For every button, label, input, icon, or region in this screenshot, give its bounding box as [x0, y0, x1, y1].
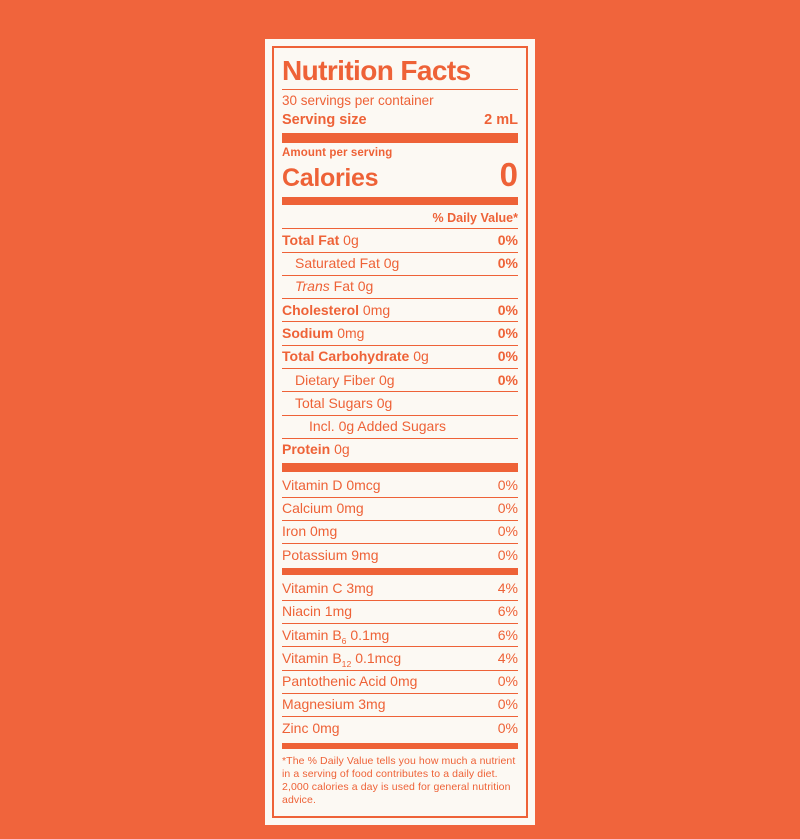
- daily-value-percent: 0%: [497, 231, 518, 248]
- daily-value-percent: 0%: [497, 673, 518, 690]
- nutrition-facts-label: Nutrition Facts 30 servings per containe…: [265, 39, 535, 825]
- daily-value-percent: 0%: [497, 523, 518, 540]
- nutrient-row: Vitamin C 3mg 4%: [282, 577, 518, 599]
- daily-value-percent: 0%: [497, 371, 518, 388]
- nutrient-row: Total Sugars 0g: [282, 391, 518, 414]
- nutrient-row: Cholesterol 0mg 0%: [282, 298, 518, 321]
- serving-size-label: Serving size: [282, 112, 367, 129]
- nutrient-name: Vitamin D 0mcg: [282, 476, 381, 493]
- divider-bar: [282, 197, 518, 206]
- calories-row: Calories 0: [282, 156, 518, 194]
- nutrient-name: Vitamin B6 0.1mg: [282, 626, 390, 646]
- daily-value-percent: 0%: [497, 476, 518, 493]
- nutrient-name: Calcium 0mg: [282, 500, 364, 517]
- nutrient-row: Incl. 0g Added Sugars: [282, 414, 518, 438]
- label-inner-border: Nutrition Facts 30 servings per containe…: [272, 46, 528, 818]
- nutrient-row: Iron 0mg 0%: [282, 519, 518, 543]
- nutrient-row: Trans Fat 0g: [282, 274, 518, 298]
- nutrient-name: Vitamin C 3mg: [282, 579, 374, 596]
- serving-size-row: Serving size 2 mL: [282, 112, 518, 128]
- serving-size-value: 2 mL: [484, 112, 518, 129]
- daily-value-percent: 0%: [497, 324, 518, 341]
- nutrient-row: Sodium 0mg 0%: [282, 321, 518, 344]
- servings-per-container: 30 servings per container: [282, 93, 434, 109]
- nutrient-row: Pantothenic Acid 0mg 0%: [282, 669, 518, 693]
- divider-bar: [282, 742, 518, 749]
- nutrient-row: Total Fat 0g 0%: [282, 229, 518, 251]
- nutrient-row: Vitamin D 0mcg 0%: [282, 474, 518, 496]
- daily-value-percent: 0%: [497, 719, 518, 736]
- nutrient-name: Cholesterol 0mg: [282, 301, 391, 318]
- nutrient-name: Sodium 0mg: [282, 324, 365, 341]
- nutrient-name: Niacin 1mg: [282, 603, 353, 620]
- divider-bar: [282, 568, 518, 576]
- label-title: Nutrition Facts: [282, 55, 471, 86]
- nutrient-name: Iron 0mg: [282, 523, 338, 540]
- nutrient-row: Saturated Fat 0g 0%: [282, 251, 518, 275]
- nutrient-name: Vitamin B12 0.1mcg: [282, 649, 402, 669]
- nutrient-row: Vitamin B12 0.1mcg 4%: [282, 646, 518, 669]
- daily-value-percent: 0%: [497, 301, 518, 318]
- daily-value-percent: 6%: [497, 626, 518, 643]
- daily-value-percent: 4%: [497, 649, 518, 666]
- nutrient-row: Zinc 0mg 0%: [282, 716, 518, 739]
- nutrient-row: Vitamin B6 0.1mg 6%: [282, 623, 518, 646]
- daily-value-percent: 0%: [497, 546, 518, 563]
- daily-value-percent: 6%: [497, 603, 518, 620]
- nutrient-row: Dietary Fiber 0g 0%: [282, 368, 518, 391]
- amount-per-serving-label: Amount per serving: [282, 147, 393, 160]
- nutrient-name: Magnesium 3mg: [282, 696, 386, 713]
- nutrient-name: Trans Fat 0g: [295, 278, 374, 295]
- nutrient-row: Magnesium 3mg 0%: [282, 692, 518, 716]
- calories-label: Calories: [282, 164, 379, 193]
- daily-value-header: % Daily Value*: [282, 207, 518, 230]
- nutrient-name: Pantothenic Acid 0mg: [282, 673, 418, 690]
- nutrient-name: Zinc 0mg: [282, 719, 340, 736]
- nutrient-name: Dietary Fiber 0g: [295, 371, 395, 388]
- nutrient-name: Total Fat 0g: [282, 231, 359, 248]
- daily-value-percent: 0%: [497, 696, 518, 713]
- nutrient-name: Protein 0g: [282, 441, 350, 458]
- daily-value-footnote: *The % Daily Value tells you how much a …: [282, 754, 516, 806]
- calories-value: 0: [499, 156, 518, 194]
- daily-value-percent: 4%: [497, 579, 518, 596]
- nutrient-row: Calcium 0mg 0%: [282, 496, 518, 520]
- nutrient-row: Protein 0g: [282, 437, 518, 461]
- nutrient-row: Potassium 9mg 0%: [282, 543, 518, 566]
- divider-bar: [282, 133, 518, 144]
- title-divider: [282, 89, 518, 91]
- daily-value-percent: 0%: [497, 348, 518, 365]
- divider-bar: [282, 463, 518, 473]
- nutrient-sections: Total Fat 0g 0% Saturated Fat 0g 0% Trans Fa…: [282, 229, 518, 739]
- nutrient-name: Total Sugars 0g: [295, 394, 393, 411]
- daily-value-percent: 0%: [497, 500, 518, 517]
- daily-value-percent: 0%: [497, 255, 518, 272]
- nutrient-name: Total Carbohydrate 0g: [282, 348, 429, 365]
- nutrient-name: Incl. 0g Added Sugars: [309, 418, 446, 435]
- nutrient-row: Niacin 1mg 6%: [282, 599, 518, 623]
- nutrient-name: Saturated Fat 0g: [295, 255, 400, 272]
- nutrient-row: Total Carbohydrate 0g 0%: [282, 344, 518, 368]
- nutrient-name: Potassium 9mg: [282, 546, 379, 563]
